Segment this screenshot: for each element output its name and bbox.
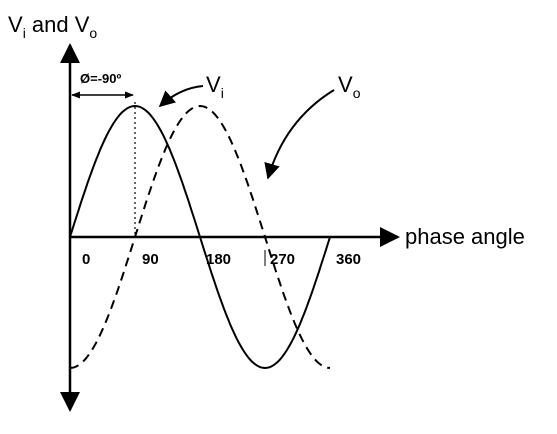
phase-label: Ø=-90º (80, 71, 121, 86)
tick-label: 0 (82, 251, 90, 268)
y-axis-label: Vi and Vo (8, 12, 97, 41)
x-axis-label: phase angle (405, 224, 525, 249)
diagram: Vi and Vo phase angle 0 90 180 270 360 Ø… (0, 0, 557, 434)
tick-label: 360 (336, 251, 361, 268)
vi-pointer (160, 86, 203, 106)
tick-label: 90 (142, 251, 159, 268)
vo-pointer (268, 90, 334, 178)
vi-label: Vi (206, 72, 224, 101)
vo-label: Vo (338, 72, 361, 101)
